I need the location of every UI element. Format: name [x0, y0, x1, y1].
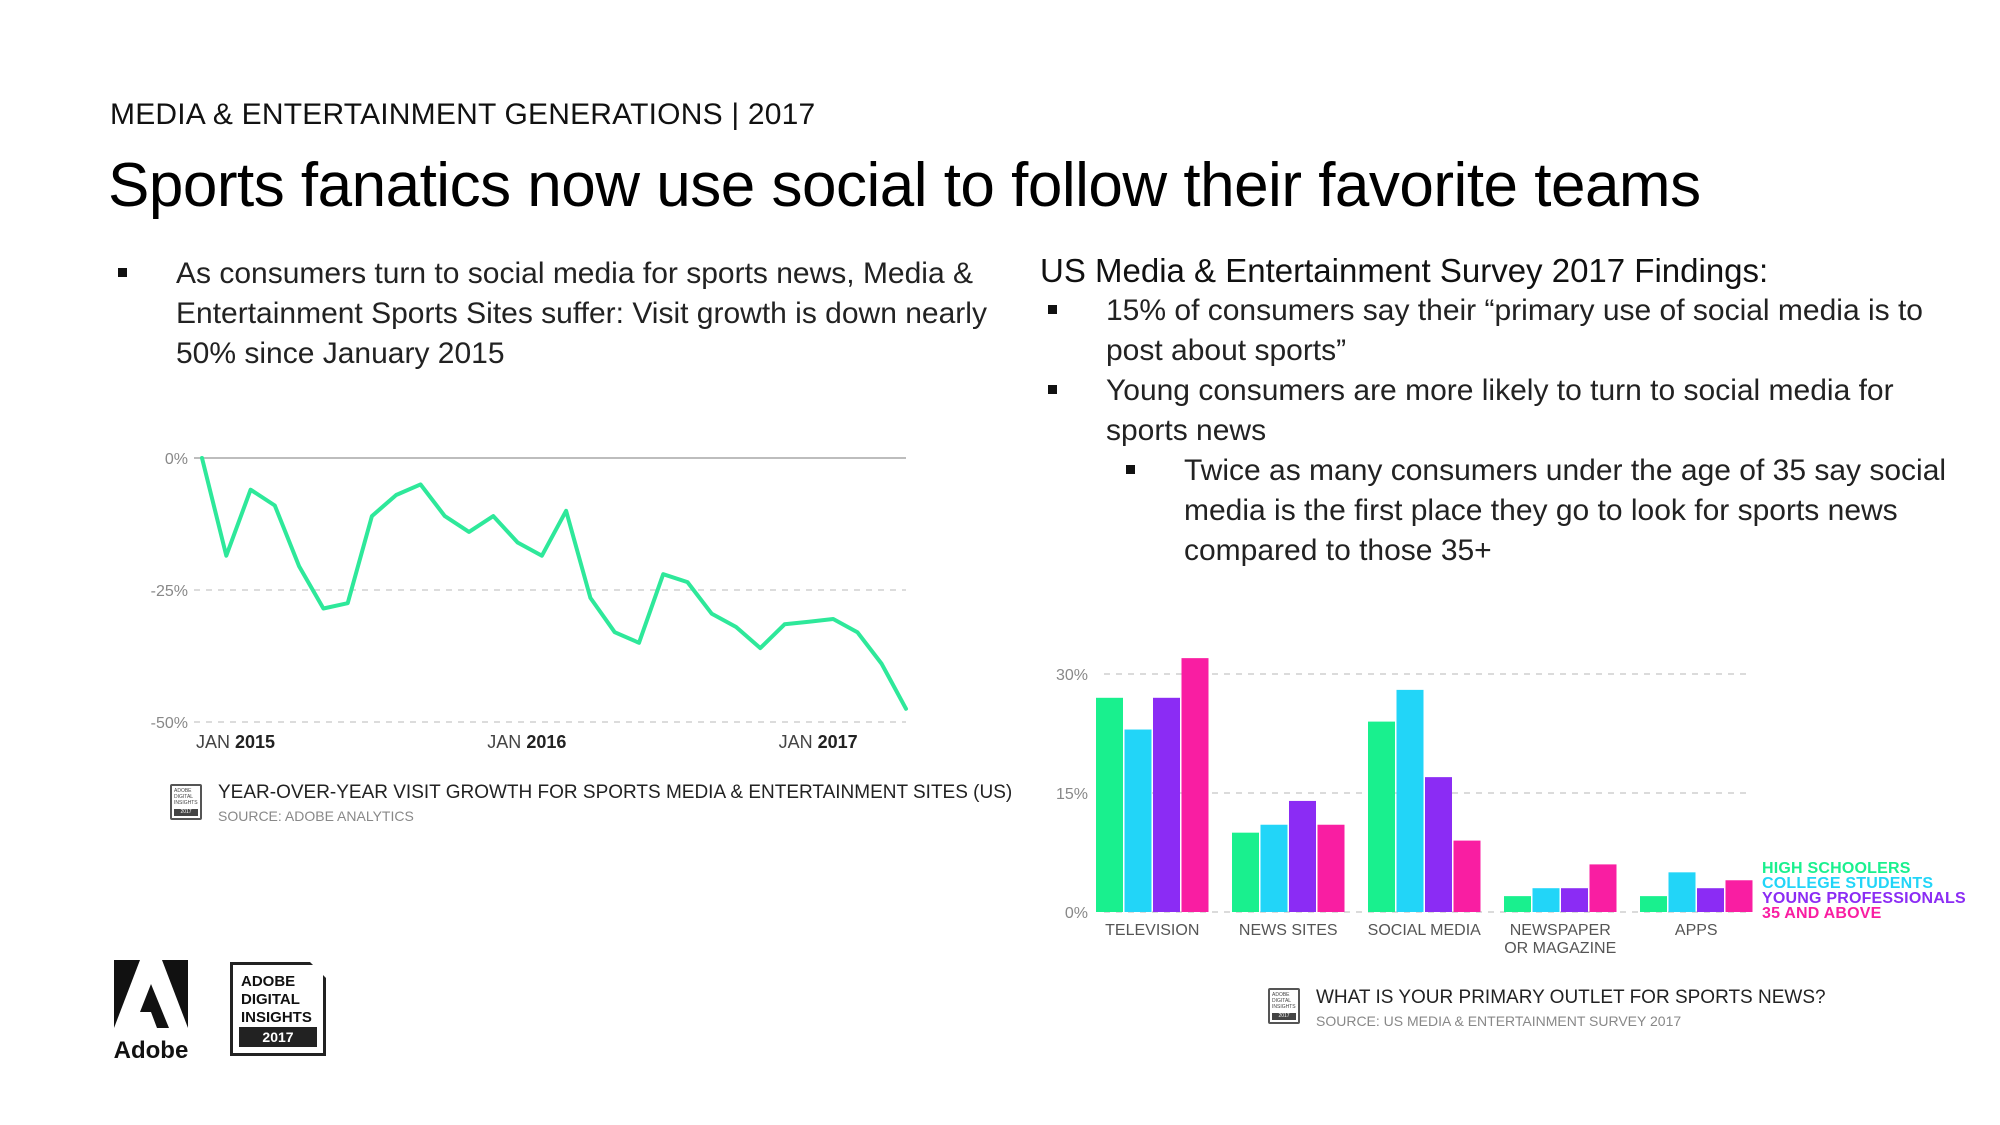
bar	[1317, 824, 1345, 912]
badge-corner-fold	[310, 962, 326, 978]
x-tick-label: JAN 2017	[779, 732, 858, 752]
caption-source: SOURCE: US MEDIA & ENTERTAINMENT SURVEY …	[1316, 1013, 1682, 1029]
badge-line: DIGITAL	[241, 991, 300, 1008]
bar	[1561, 888, 1588, 912]
category-label: SOCIAL MEDIA	[1368, 922, 1482, 939]
bar	[1504, 896, 1531, 912]
bullet-item: 15% of consumers say their “primary use …	[1040, 291, 1980, 371]
bullet-text: Young consumers are more likely to turn …	[1106, 374, 1894, 447]
sub-bullet-item: Twice as many consumers under the age of…	[1118, 451, 1980, 571]
x-tick-label: JAN 2016	[487, 732, 566, 752]
x-tick-year: 2016	[526, 732, 566, 752]
bullet-square-icon	[118, 268, 127, 277]
bullet-text: As consumers turn to social media for sp…	[176, 257, 987, 370]
bar-chart-caption: WHAT IS YOUR PRIMARY OUTLET FOR SPORTS N…	[1316, 987, 1826, 1029]
legend-item-high-schoolers: HIGH SCHOOLERS	[1762, 860, 1911, 877]
y-tick-label: -50%	[151, 715, 188, 732]
category-label: NEWS SITES	[1239, 922, 1338, 939]
x-tick-label: JAN 2015	[196, 732, 275, 752]
findings-heading: US Media & Entertainment Survey 2017 Fin…	[1040, 252, 1769, 289]
category-label: NEWSPAPER	[1510, 922, 1611, 939]
findings-list: 15% of consumers say their “primary use …	[1040, 291, 1980, 571]
y-tick-label: 30%	[1056, 667, 1088, 684]
bullet-item: Young consumers are more likely to turn …	[1040, 371, 1980, 451]
adobe-digital-insights-mini-badge: ADOBE DIGITAL INSIGHTS 2017	[1268, 988, 1300, 1024]
adobe-digital-insights-badge: ADOBE DIGITAL INSIGHTS 2017	[230, 962, 326, 1056]
x-tick-year: 2017	[818, 732, 858, 752]
badge-year: 2017	[1272, 1013, 1296, 1020]
y-tick-label: 15%	[1056, 786, 1088, 803]
badge-year: 2017	[239, 1027, 317, 1047]
bullet-text: 15% of consumers say their “primary use …	[1106, 294, 1923, 367]
bar	[1425, 777, 1452, 912]
badge-line: DIGITAL	[174, 794, 194, 800]
bar	[1668, 872, 1696, 912]
category-label: TELEVISION	[1105, 922, 1199, 939]
bar	[1396, 689, 1424, 912]
left-bullet-list: As consumers turn to social media for sp…	[110, 254, 990, 374]
caption-title: WHAT IS YOUR PRIMARY OUTLET FOR SPORTS N…	[1316, 987, 1826, 1008]
bar	[1453, 840, 1481, 912]
bullet-square-icon	[1048, 305, 1057, 314]
adobe-wordmark: Adobe	[113, 1037, 189, 1064]
badge-line: INSIGHTS	[1272, 1004, 1296, 1010]
bar	[1725, 880, 1753, 912]
legend-item-35-and-above: 35 AND ABOVE	[1762, 905, 1882, 922]
x-tick-month: JAN	[196, 732, 235, 752]
adobe-digital-insights-mini-badge: ADOBE DIGITAL INSIGHTS 2017	[170, 784, 202, 820]
badge-year: 2017	[174, 809, 198, 816]
line-chart-caption: YEAR-OVER-YEAR VISIT GROWTH FOR SPORTS M…	[218, 782, 1012, 824]
y-tick-label: 0%	[1065, 905, 1088, 922]
bullet-square-icon	[1048, 385, 1057, 394]
x-tick-month: JAN	[779, 732, 818, 752]
bar-legend: HIGH SCHOOLERS COLLEGE STUDENTS YOUNG PR…	[1762, 860, 1966, 922]
legend-item-young-professionals: YOUNG PROFESSIONALS	[1762, 890, 1966, 907]
badge-line: INSIGHTS	[174, 800, 198, 806]
caption-title: YEAR-OVER-YEAR VISIT GROWTH FOR SPORTS M…	[218, 782, 1013, 803]
badge-line: ADOBE	[174, 788, 192, 794]
bar	[1368, 721, 1395, 912]
x-tick-month: JAN	[487, 732, 526, 752]
bar	[1232, 832, 1259, 912]
category-label: OR MAGAZINE	[1504, 940, 1616, 957]
bullet-text: Twice as many consumers under the age of…	[1184, 454, 1947, 567]
category-label: APPS	[1675, 922, 1718, 939]
series-line	[200, 456, 908, 711]
x-tick-year: 2015	[235, 732, 275, 752]
bar	[1589, 864, 1617, 912]
badge-line: DIGITAL	[1272, 998, 1292, 1004]
bar	[1289, 800, 1316, 912]
bar-chart: 30% 15% 0% TELEVISION NEWS SITES SOCIAL MEDIA…	[1056, 658, 1753, 957]
bar	[1260, 824, 1288, 912]
adobe-a-icon	[114, 960, 188, 1028]
bar	[1697, 888, 1724, 912]
bar	[1153, 697, 1180, 912]
section-subtitle: MEDIA & ENTERTAINMENT GENERATIONS | 2017	[110, 98, 816, 131]
page-title: Sports fanatics now use social to follow…	[108, 151, 1701, 220]
bar	[1124, 729, 1152, 912]
badge-line: ADOBE	[241, 973, 296, 990]
y-tick-label: -25%	[151, 583, 188, 600]
line-chart: 0%-25%-50%JAN 2015 JAN 2016 JAN 2017	[151, 451, 908, 752]
bullet-item: As consumers turn to social media for sp…	[110, 254, 990, 374]
caption-source: SOURCE: ADOBE ANALYTICS	[218, 808, 414, 824]
adobe-logo: Adobe	[112, 960, 190, 1065]
badge-line: INSIGHTS	[241, 1009, 312, 1026]
legend-item-college-students: COLLEGE STUDENTS	[1762, 875, 1934, 892]
bar	[1532, 888, 1560, 912]
bar	[1181, 658, 1209, 912]
y-tick-label: 0%	[165, 451, 188, 468]
bar	[1640, 896, 1667, 912]
bullet-square-icon	[1126, 465, 1135, 474]
badge-line: ADOBE	[1272, 992, 1290, 998]
bar	[1096, 697, 1123, 912]
